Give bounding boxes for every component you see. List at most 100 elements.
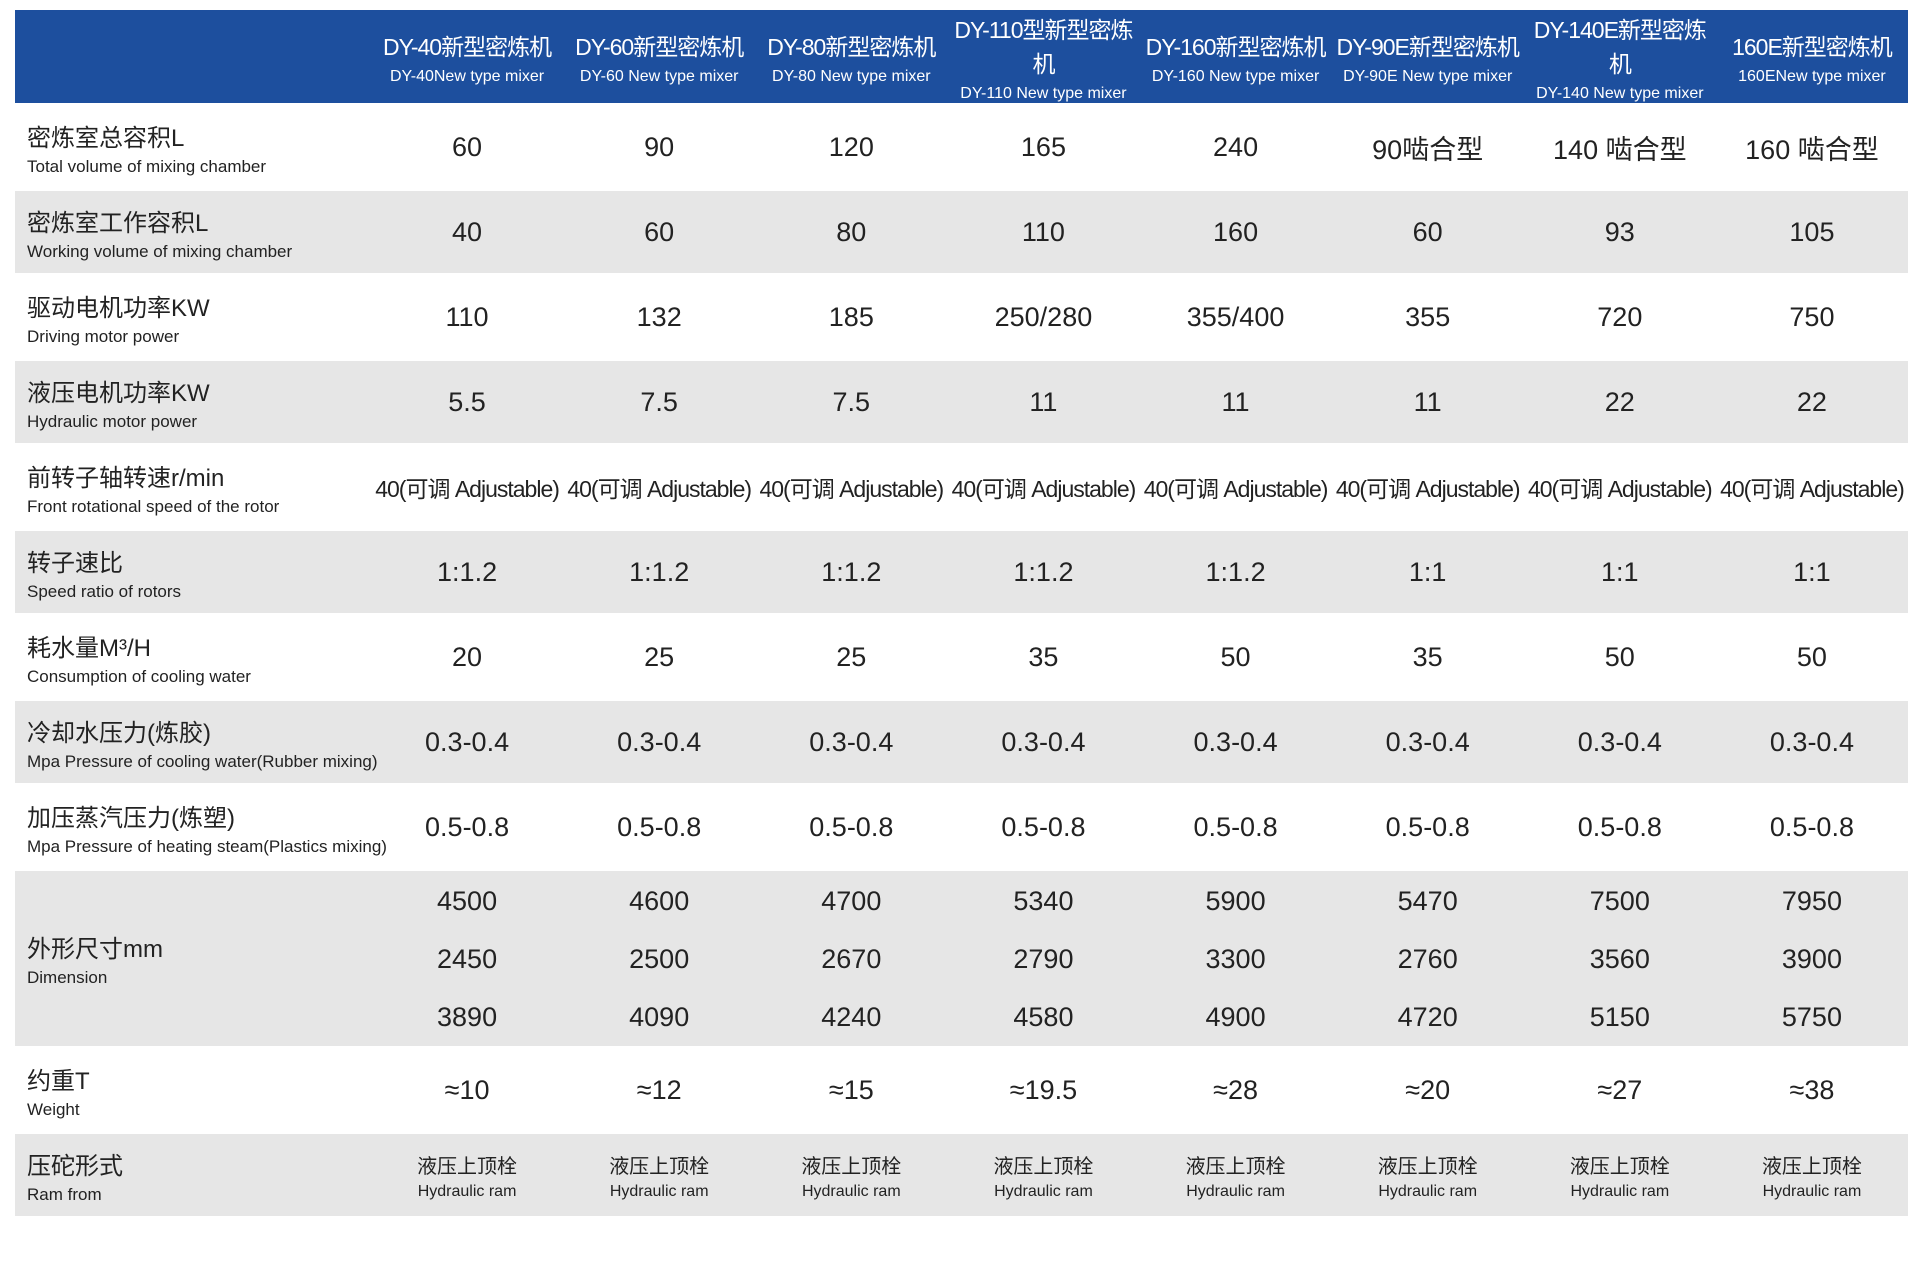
spec-cell: 1:1.2 (371, 529, 564, 616)
cell-value: ≈19.5 (1009, 1074, 1078, 1105)
spec-row: 转子速比 Speed ratio of rotors 1:1.2 1:1.2 1:1.2… (15, 529, 1908, 616)
cell-value: 60 (644, 216, 675, 247)
label-en: Speed ratio of rotors (27, 581, 182, 601)
cell-value: 165 (1020, 131, 1066, 162)
spec-cell: 液压上顶栓 Hydraulic ram (1523, 1132, 1716, 1219)
spec-cell: 0.5-0.8 (1715, 784, 1908, 871)
column-header: DY-110型新型密炼机 DY-110 New type mixer (947, 10, 1140, 106)
model-name-en: DY-60 New type mixer (579, 67, 739, 85)
cell-value: 20 (452, 641, 483, 672)
spec-cell: 11 (947, 359, 1140, 446)
spec-cell: 0.3-0.4 (1523, 699, 1716, 786)
cell-value: 105 (1789, 216, 1835, 247)
cell-value: 0.3-0.4 (1193, 726, 1278, 757)
dimension-value: 2500 (629, 943, 690, 974)
spec-cell: 7.5 (755, 359, 948, 446)
model-name-zh: DY-110型新型密炼机 (954, 16, 1133, 77)
spec-cell: 750 (1715, 274, 1908, 361)
cell-value: 110 (1021, 216, 1065, 247)
spec-cell: 0.5-0.8 (1331, 784, 1524, 871)
model-name-zh: DY-80新型密炼机 (767, 33, 936, 60)
cell-value: 720 (1597, 301, 1643, 332)
label-zh: 约重T (27, 1067, 90, 1095)
spec-cell: 0.3-0.4 (563, 699, 756, 786)
cell-en: Hydraulic ram (1186, 1182, 1285, 1200)
model-name-zh: DY-160新型密炼机 (1145, 33, 1327, 60)
spec-row: 液压电机功率KW Hydraulic motor power 5.5 7.5 7.5 11… (15, 359, 1908, 446)
spec-cell: 0.3-0.4 (371, 699, 564, 786)
model-name-en: 160ENew type mixer (1738, 67, 1886, 85)
spec-cell: 液压上顶栓 Hydraulic ram (1139, 1132, 1332, 1219)
label-en: Working volume of mixing chamber (27, 241, 293, 261)
model-name-en: DY-40New type mixer (389, 67, 545, 85)
spec-cell: 0.5-0.8 (947, 784, 1140, 871)
spec-cell: 93 (1523, 189, 1716, 276)
dimension-value: 4090 (629, 1001, 690, 1032)
spec-cell: 40(可调 Adjustable) (563, 444, 756, 531)
spec-cell: 液压上顶栓 Hydraulic ram (755, 1132, 948, 1219)
model-name-zh: DY-60新型密炼机 (575, 33, 744, 60)
cell-value: 40(可调 Adjustable) (375, 476, 560, 502)
label-zh: 密炼室总容积L (27, 124, 185, 152)
spec-cell: 120 (755, 104, 948, 191)
spec-cell: ≈38 (1715, 1047, 1908, 1134)
spec-cell: ≈15 (755, 1047, 948, 1134)
spec-cell: 250/280 (947, 274, 1140, 361)
spec-cell: 105 (1715, 189, 1908, 276)
dimension-value: 4600 (629, 885, 690, 916)
dimension-value: 4900 (1205, 1001, 1266, 1032)
spec-cell: 355 (1331, 274, 1524, 361)
spec-cell: 35 (947, 614, 1140, 701)
dimension-value: 5470 (1397, 885, 1458, 916)
cell-value: 5.5 (448, 386, 486, 417)
spec-cell: ≈10 (371, 1047, 564, 1134)
cell-value: 1:1 (1793, 556, 1831, 587)
cell-en: Hydraulic ram (609, 1182, 709, 1200)
cell-value: 0.5-0.8 (1001, 811, 1086, 842)
cell-value: 750 (1789, 301, 1835, 332)
spec-cell: ≈19.5 (947, 1047, 1140, 1134)
dimension-value: 3560 (1589, 943, 1650, 974)
dimension-value: 7500 (1589, 885, 1650, 916)
row-label: 密炼室工作容积L Working volume of mixing chamber (15, 189, 371, 276)
cell-value: 90啮合型 (1372, 134, 1484, 165)
cell-value: 132 (636, 301, 682, 332)
spec-cell: 40(可调 Adjustable) (947, 444, 1140, 531)
label-en: Hydraulic motor power (27, 411, 198, 431)
spec-cell: 40(可调 Adjustable) (1523, 444, 1716, 531)
cell-value: 0.3-0.4 (1001, 726, 1086, 757)
label-zh: 液压电机功率KW (27, 379, 210, 407)
dimension-value: 5750 (1781, 1001, 1842, 1032)
cell-value: 60 (452, 131, 483, 162)
cell-value: 7.5 (832, 386, 871, 417)
model-name-zh: DY-40新型密炼机 (383, 33, 552, 60)
cell-zh: 液压上顶栓 (1761, 1155, 1862, 1178)
spec-row: 密炼室工作容积L Working volume of mixing chamber… (15, 189, 1908, 276)
label-en: Mpa Pressure of heating steam(Plastics m… (27, 836, 387, 856)
spec-cell: 185 (755, 274, 948, 361)
label-en: Consumption of cooling water (27, 666, 251, 686)
cell-value: 40(可调 Adjustable) (1527, 476, 1713, 502)
row-label: 密炼室总容积L Total volume of mixing chamber (15, 104, 371, 191)
dimension-value: 4240 (821, 1001, 882, 1032)
spec-cell: 140 啮合型 (1523, 104, 1716, 191)
spec-cell: 60 (1331, 189, 1524, 276)
spec-cell: 165 (947, 104, 1140, 191)
cell-value: 11 (1221, 386, 1250, 417)
cell-value: 25 (644, 641, 675, 672)
cell-value: 90 (644, 131, 675, 162)
spec-cell: 5470 2760 4720 (1331, 869, 1524, 1049)
spec-cell: 1:1.2 (755, 529, 948, 616)
dimension-value: 5340 (1013, 885, 1074, 916)
spec-cell: 0.3-0.4 (1715, 699, 1908, 786)
column-header: DY-90E新型密炼机 DY-90E New type mixer (1331, 10, 1524, 106)
column-header: DY-80新型密炼机 DY-80 New type mixer (755, 10, 948, 106)
spec-cell: 液压上顶栓 Hydraulic ram (947, 1132, 1140, 1219)
spec-cell: 40(可调 Adjustable) (1715, 444, 1908, 531)
spec-row: 约重T Weight ≈10 ≈12 ≈15 ≈19.5 ≈28 ≈20 ≈27 ≈38 (15, 1047, 1908, 1134)
spec-cell: 22 (1523, 359, 1716, 446)
dimension-value: 2670 (821, 943, 882, 974)
dimension-value: 4500 (437, 885, 498, 916)
cell-value: 40 (452, 216, 483, 247)
